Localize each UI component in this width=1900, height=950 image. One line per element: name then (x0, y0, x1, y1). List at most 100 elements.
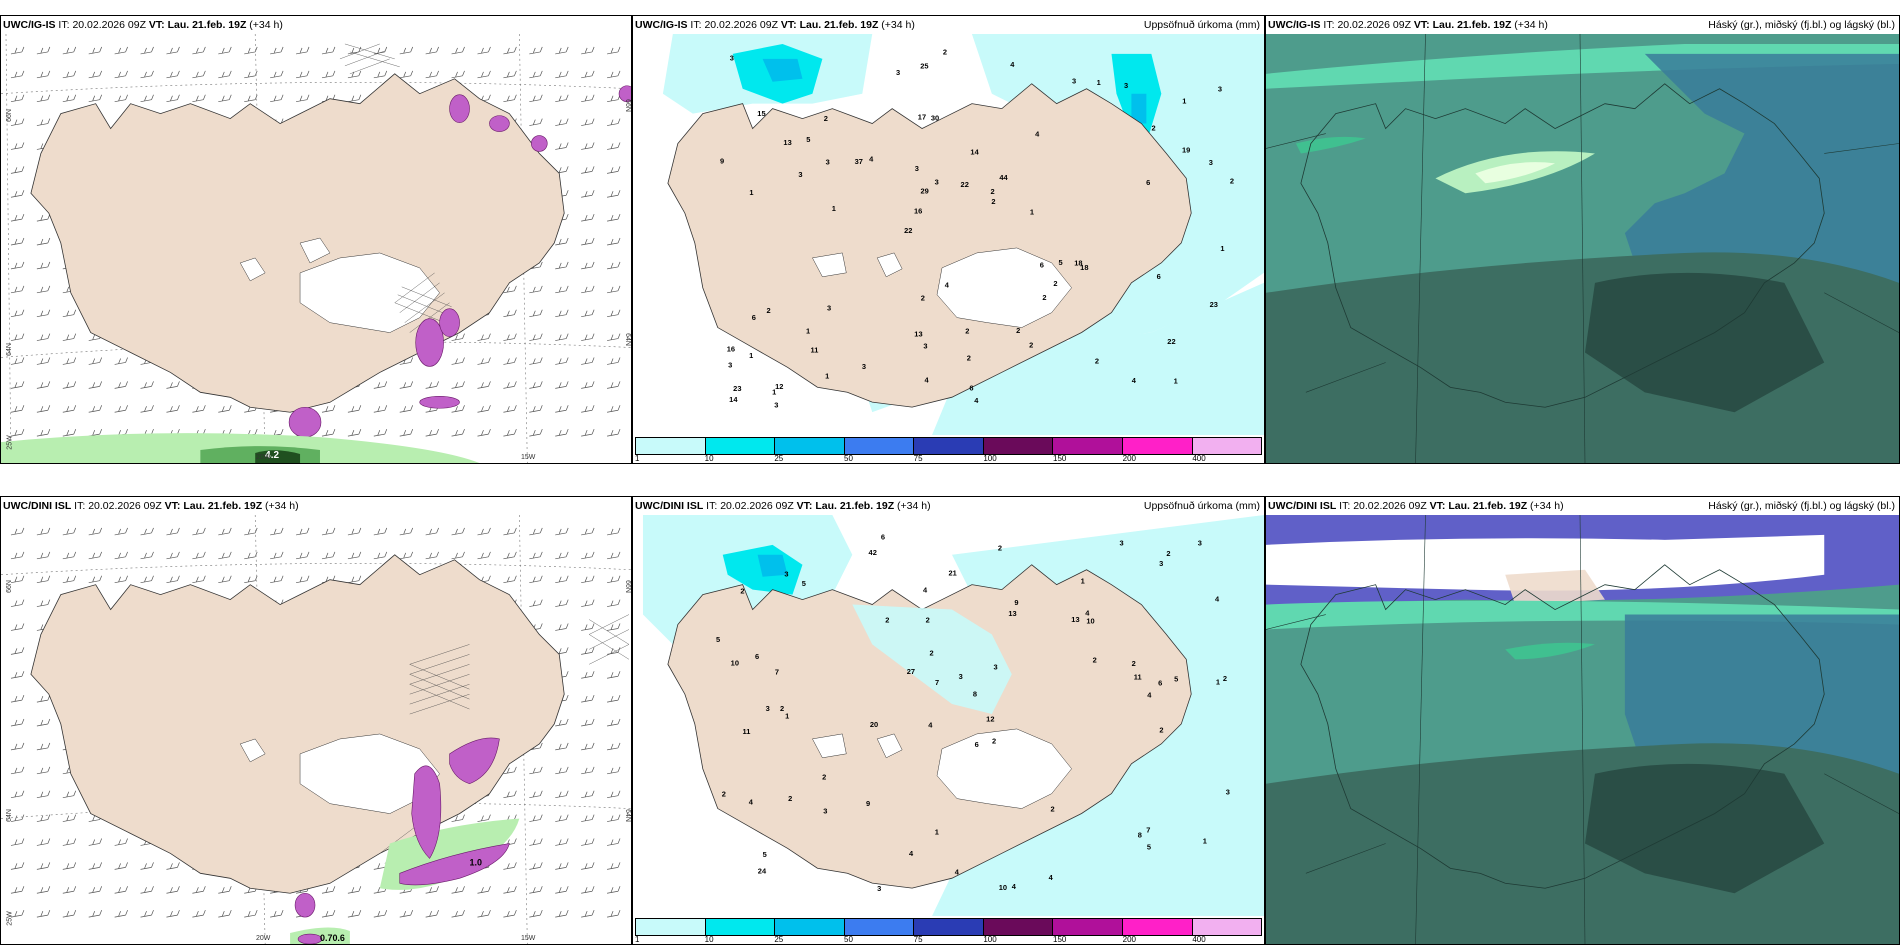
precip-amount-label: 37 (855, 157, 863, 166)
wind-barb (607, 118, 621, 126)
wind-barb (36, 46, 51, 55)
wind-barb (555, 910, 569, 918)
precip-amount-label: 9 (720, 156, 724, 165)
wind-barb (451, 46, 465, 55)
precip-amount-label: 3 (1209, 158, 1213, 167)
precip-amount-label: 11 (1134, 672, 1142, 681)
precip-amount-label: 3 (923, 341, 927, 350)
wind-barb (10, 814, 25, 822)
wind-barb (373, 527, 388, 536)
wind-barb (36, 838, 51, 846)
precip-amount-label: 3 (728, 361, 732, 370)
precip-amount-label: 2 (1042, 293, 1046, 302)
colorbar-cells (635, 437, 1262, 455)
precip-amount-label: 19 (1182, 145, 1190, 154)
wind-barb (114, 910, 128, 918)
wind-barb (114, 838, 128, 846)
wind-barb (529, 838, 543, 846)
cloud-map[interactable] (1266, 515, 1899, 944)
precip-amount-label: 10 (731, 659, 739, 668)
colorbar-label: 400 (1192, 935, 1206, 944)
wind-barb (88, 910, 103, 918)
wind-barb (529, 405, 543, 413)
wind-barb (607, 261, 621, 270)
wind-barb (36, 766, 51, 775)
wind-barb (607, 166, 621, 174)
wind-barb (503, 333, 517, 341)
wind-barb (529, 333, 543, 341)
cloud-map[interactable] (1266, 34, 1899, 463)
wind-barb (373, 70, 388, 79)
precip-amount-label: 1 (1081, 576, 1085, 585)
wind-barb (296, 551, 310, 560)
wind-barb (140, 381, 154, 389)
wind-barb (62, 790, 77, 799)
precip-amount-label: 6 (1157, 272, 1161, 281)
precip-values: 1112241217142431130441815252619161329233… (720, 48, 1234, 410)
wind-barb (10, 70, 25, 79)
wind-barb (503, 527, 517, 536)
wind-barb (607, 599, 621, 607)
wind-barb (607, 70, 621, 79)
wind-barb (140, 94, 154, 103)
wind-barb (477, 814, 491, 822)
wind-precip-map[interactable]: 0.70.6 1.0 (1, 515, 631, 944)
precip-amount-label: 2 (1016, 326, 1020, 335)
precip-map[interactable]: 1 1 1 22 4 12 17 14 2 4 3 11 30 44 18 15 25 2 6 19 16 13 29 2 3 3… (633, 34, 1264, 435)
precip-amount-label: 3 (1120, 538, 1124, 547)
wind-barb (581, 599, 595, 607)
precip-amount-label: 9 (866, 799, 870, 808)
wind-barb (555, 118, 569, 126)
wind-barb (192, 527, 206, 536)
wind-barb (192, 551, 206, 560)
wind-barb (555, 599, 569, 607)
wind-barb (114, 886, 128, 894)
wind-barb (244, 910, 258, 918)
wind-precip-map[interactable]: 4.2 (1, 34, 631, 463)
wind-barb (10, 575, 25, 584)
precip-amount-label: 24 (758, 867, 767, 876)
wind-barb (166, 862, 180, 870)
wind-barb (140, 862, 154, 870)
panel-title: Háský (gr.), miðský (fj.bl.) og lágský (… (1708, 500, 1895, 512)
precip-amount-label: 15 (757, 109, 765, 118)
colorbar-cell (844, 919, 915, 935)
precip-amount-label: 4 (1085, 609, 1090, 618)
precip-amount-label: 3 (827, 304, 831, 313)
precip-amount-label: 4 (974, 396, 979, 405)
precip-amount-label: 4 (923, 586, 928, 595)
wind-barb (477, 357, 491, 365)
precip-magenta (288, 85, 631, 438)
precip-amount-label: 1 (1216, 677, 1220, 686)
wind-barb (503, 357, 517, 365)
panel-header: UWC/IG-IS IT: 20.02.2026 09Z VT: Lau. 21… (633, 16, 1264, 34)
precip-map[interactable]: 6 1 1 4 2 2 2 13 11 13 8 24 42 20 10 4 1 3 2 2 7 3 2 5 2 6 7 11 7 4 8 9… (633, 515, 1264, 916)
precip-amount-label: 3 (1159, 559, 1163, 568)
wind-barb (140, 70, 154, 79)
colorbar-label: 100 (983, 454, 997, 463)
wind-barb (451, 429, 465, 437)
precip-amount-label: 2 (1151, 124, 1155, 133)
wind-barb (36, 527, 51, 536)
wind-barb (581, 190, 595, 198)
precip-amount-label: 4 (945, 281, 950, 290)
wind-barb (503, 910, 517, 918)
white-cloud-band (1266, 534, 1825, 591)
colorbar-cell (914, 438, 984, 454)
wind-barb (451, 333, 465, 341)
wind-barb (607, 237, 621, 246)
wind-barb (10, 333, 25, 341)
wind-barb (88, 94, 103, 103)
precip-amount-label: 2 (926, 615, 930, 624)
wind-barb (140, 886, 154, 894)
wind-barb (581, 309, 595, 318)
wind-barb (581, 695, 595, 703)
wind-barb (581, 142, 595, 150)
wind-barb (529, 910, 543, 918)
precip-amount-label: 5 (802, 579, 806, 588)
wind-barb (529, 551, 543, 560)
precip-amount-label: 8 (973, 689, 977, 698)
wind-barb (399, 381, 414, 389)
precip-amount-label: 25 (920, 61, 928, 70)
precip-amount-label: 4 (869, 154, 874, 163)
